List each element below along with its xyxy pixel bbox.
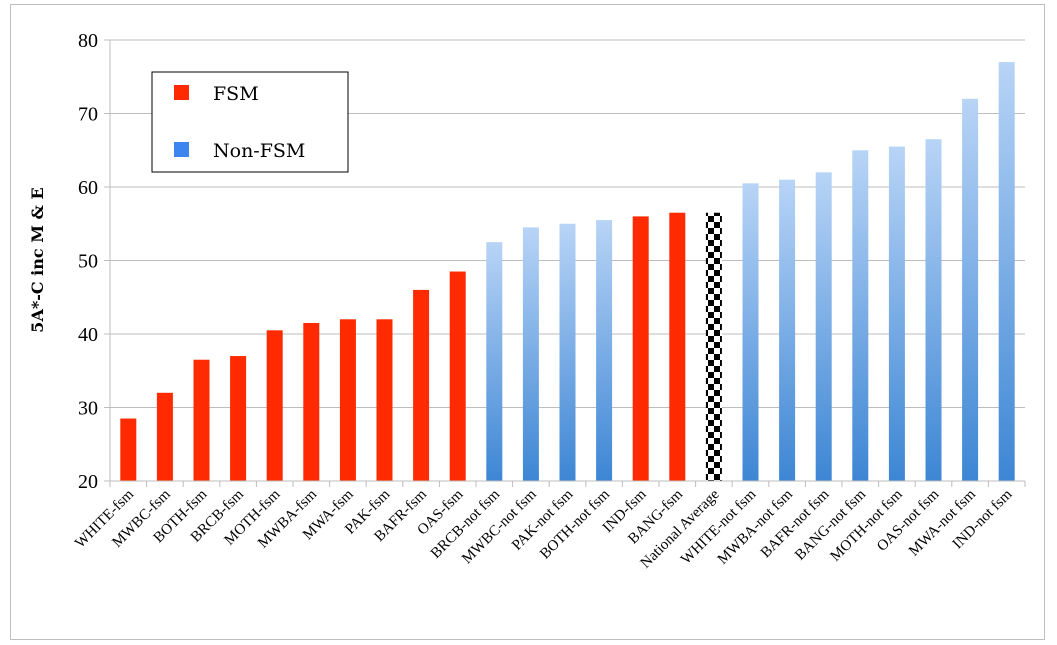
y-tick-label: 70 <box>78 104 98 126</box>
bar-oas-not-fsm <box>925 139 942 481</box>
y-tick-label: 80 <box>78 30 98 52</box>
bar-brcb-not-fsm <box>486 242 503 481</box>
y-tick-label: 30 <box>78 398 98 420</box>
bar-bafr-fsm <box>413 289 430 481</box>
bar-pak-not-fsm <box>559 223 576 481</box>
bar-ind-fsm <box>632 216 649 481</box>
y-axis-ticks: 20 30 40 50 60 70 80 <box>78 30 110 493</box>
bar-both-not-fsm <box>596 220 613 481</box>
bar-bang-not-fsm <box>852 150 869 481</box>
bar-both-fsm <box>193 359 210 481</box>
bar-brcb-fsm <box>230 356 247 481</box>
bar-mwba-not-fsm <box>779 179 796 481</box>
bar-mwba-fsm <box>303 322 320 481</box>
legend-swatch-nonfsm <box>174 142 189 157</box>
legend-label-nonfsm: Non-FSM <box>213 140 305 162</box>
bar-moth-not-fsm <box>888 146 905 481</box>
bar-national-average <box>705 212 722 481</box>
legend: FSM Non-FSM <box>151 71 349 173</box>
y-tick-label: 60 <box>78 177 98 199</box>
bar-white-not-fsm <box>742 183 759 481</box>
y-tick-label: 40 <box>78 324 98 346</box>
y-tick-label: 50 <box>78 251 98 273</box>
bar-mwbc-fsm <box>156 392 173 481</box>
bar-mwbc-not-fsm <box>522 227 539 481</box>
bar-mwa-fsm <box>339 319 356 481</box>
bar-bang-fsm <box>669 212 686 481</box>
legend-label-fsm: FSM <box>213 83 259 105</box>
y-axis-title: 5A*-C inc M & E <box>28 187 47 332</box>
bars <box>120 62 1015 482</box>
x-axis-categories: WHITE-fsmMWBC-fsmBOTH-fsmBRCB-fsmMOTH-fs… <box>72 480 1026 572</box>
bar-ind-not-fsm <box>998 62 1015 482</box>
bar-pak-fsm <box>376 319 393 481</box>
bar-moth-fsm <box>266 330 283 481</box>
bar-mwa-not-fsm <box>962 98 979 482</box>
y-tick-label: 20 <box>78 471 98 493</box>
bar-white-fsm <box>120 418 137 481</box>
bar-oas-fsm <box>449 271 466 481</box>
bar-bafr-not-fsm <box>815 172 832 482</box>
legend-swatch-fsm <box>174 85 189 100</box>
